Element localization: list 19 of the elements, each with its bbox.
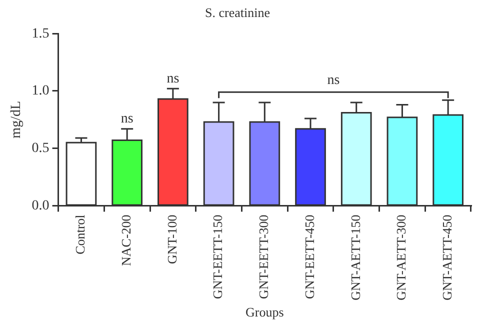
x-tick-label: GNT-100 (164, 214, 180, 264)
annotation: ns (327, 72, 340, 88)
y-tick-label: 1.0 (32, 84, 50, 99)
x-tick-label: GNT-AETT-450 (439, 214, 454, 300)
x-tick-label: GNT-AETT-150 (348, 214, 363, 300)
chart-title: S. creatinine (205, 5, 270, 20)
x-tick-label: GNT-EETT-150 (210, 214, 226, 299)
y-tick-label: 0.0 (32, 198, 50, 214)
y-tick-label: 1.5 (32, 26, 50, 42)
y-axis-title: mg/dL (9, 100, 24, 138)
x-tick-label: NAC-200 (118, 214, 134, 266)
x-axis-title: Groups (246, 304, 284, 320)
y-tick-label: 0.5 (32, 141, 50, 156)
annotation: ns (120, 112, 134, 126)
x-tick-label: GNT-EETT-450 (302, 214, 317, 299)
x-tick-label: Control (72, 214, 88, 254)
x-tick-label: GNT-AETT-300 (394, 214, 409, 300)
annotation: ns (166, 71, 180, 86)
x-tick-label: GNT-EETT-300 (256, 214, 272, 299)
